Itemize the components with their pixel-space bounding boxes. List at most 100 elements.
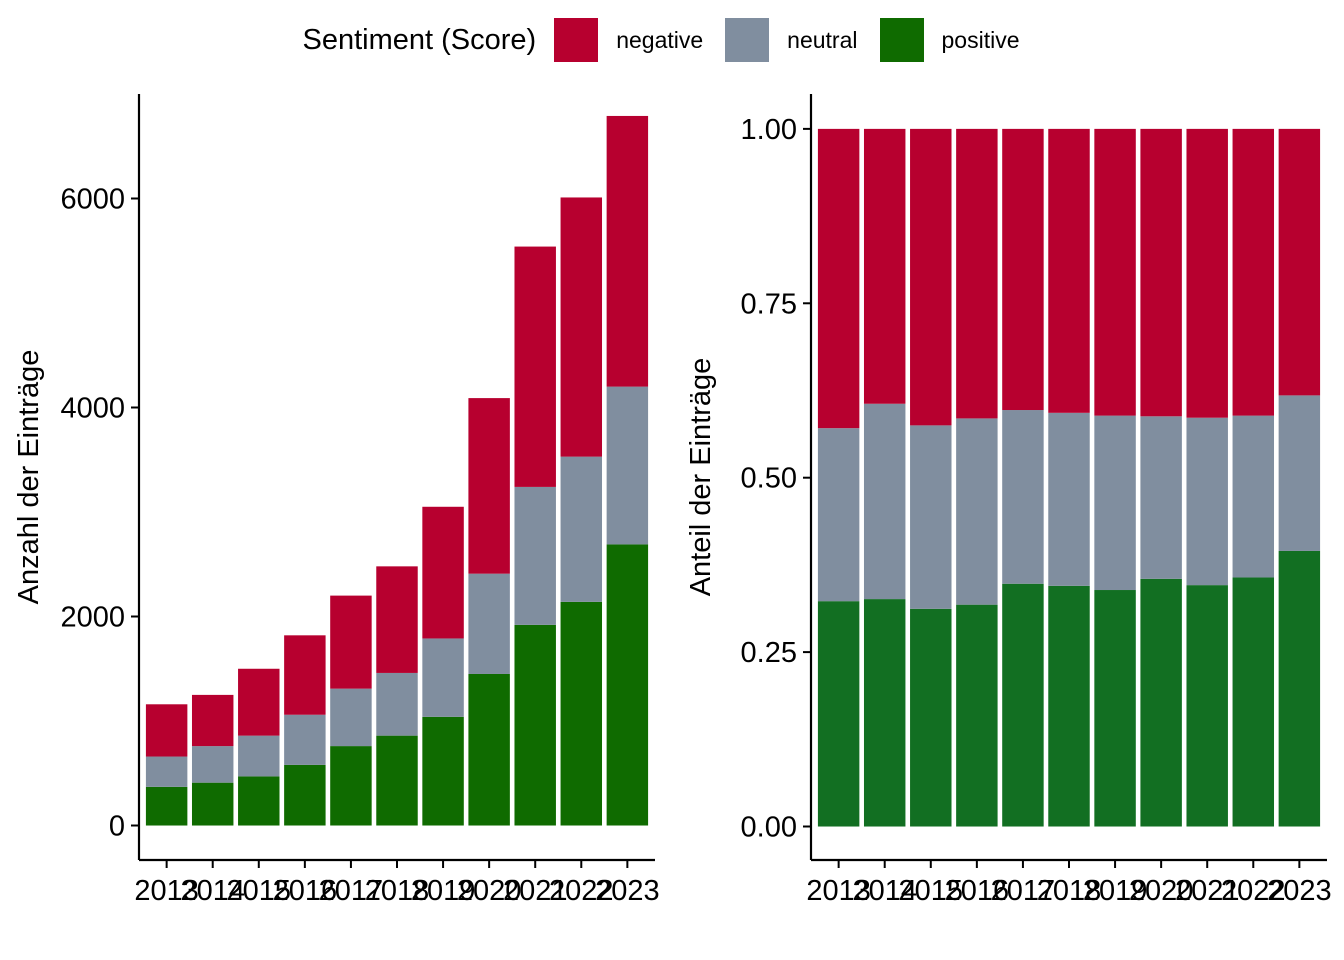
bar-positive-2015 [910, 608, 952, 827]
bar-positive-2014 [863, 599, 906, 827]
bar-neutral-2014 [863, 403, 906, 600]
bar-neutral-2018 [376, 672, 418, 736]
legend-swatch-neutral [725, 18, 770, 62]
bar-neutral-2021 [514, 486, 556, 625]
bar-negative-2019 [1094, 128, 1136, 416]
legend-label-negative: negative [616, 26, 704, 53]
bar-negative-2022 [560, 197, 603, 457]
y-tick-label-0.75: 0.75 [741, 288, 797, 320]
x-tick-label-2021: 2021 [503, 875, 568, 907]
bar-neutral-2017 [1002, 410, 1044, 584]
x-tick-label-2022: 2022 [549, 875, 614, 907]
bar-negative-2021 [514, 246, 556, 487]
bar-negative-2023 [606, 115, 649, 387]
y-tick-label-4000: 4000 [60, 393, 125, 425]
y-tick-label-0.5: 0.50 [741, 463, 797, 495]
x-tick-label-2020: 2020 [1129, 875, 1194, 907]
bar-neutral-2020 [468, 573, 510, 674]
bar-positive-2022 [1232, 577, 1275, 827]
x-tick-label-2019: 2019 [1083, 875, 1148, 907]
bar-negative-2018 [376, 566, 418, 673]
bar-positive-2022 [560, 601, 603, 826]
x-tick-label-2023: 2023 [1267, 875, 1332, 907]
bar-neutral-2023 [1278, 395, 1321, 551]
bar-negative-2017 [330, 595, 372, 689]
legend-swatch-negative [554, 18, 599, 62]
bar-neutral-2018 [1048, 412, 1090, 586]
bar-negative-2017 [1002, 128, 1044, 411]
bar-neutral-2016 [284, 714, 326, 765]
legend-swatch-positive [879, 18, 924, 62]
x-tick-label-2020: 2020 [457, 875, 522, 907]
bar-positive-2023 [606, 544, 649, 826]
bar-neutral-2020 [1140, 416, 1182, 579]
bar-neutral-2013 [817, 428, 860, 602]
legend-item-positive: positive [879, 18, 1020, 62]
bar-neutral-2022 [1232, 415, 1275, 578]
chart-panel-1: 2013201420152016201720182019202020212022… [13, 94, 660, 907]
x-tick-label-2015: 2015 [899, 875, 964, 907]
y-tick-label-1: 1.00 [741, 114, 797, 146]
x-tick-label-2013: 2013 [134, 875, 199, 907]
x-tick-label-2018: 2018 [365, 875, 430, 907]
bar-neutral-2014 [191, 746, 234, 783]
bar-neutral-2021 [1186, 417, 1228, 586]
bar-positive-2014 [191, 782, 234, 826]
bar-positive-2017 [330, 746, 372, 826]
x-tick-label-2022: 2022 [1221, 875, 1286, 907]
bar-negative-2014 [191, 694, 234, 747]
legend: Sentiment (Score) negative neutral posit… [0, 14, 1344, 66]
x-tick-label-2021: 2021 [1175, 875, 1240, 907]
y-tick-label-0.25: 0.25 [741, 637, 797, 669]
bar-negative-2021 [1186, 128, 1228, 418]
x-tick-label-2023: 2023 [595, 875, 660, 907]
x-tick-label-2015: 2015 [227, 875, 292, 907]
legend-label-positive: positive [941, 26, 1020, 53]
bar-negative-2015 [910, 128, 952, 426]
legend-title: Sentiment (Score) [302, 23, 537, 56]
x-tick-label-2013: 2013 [806, 875, 871, 907]
legend-item-negative: negative [554, 18, 703, 62]
legend-label-neutral: neutral [787, 26, 858, 53]
bar-neutral-2017 [330, 688, 372, 747]
bar-positive-2021 [1186, 585, 1228, 827]
x-tick-label-2014: 2014 [180, 875, 245, 907]
bar-negative-2020 [468, 398, 510, 574]
bar-negative-2014 [863, 128, 906, 404]
x-tick-label-2016: 2016 [945, 875, 1010, 907]
y-axis-label: Anzahl der Einträge [13, 350, 45, 605]
bar-neutral-2019 [1094, 415, 1136, 591]
bar-positive-2019 [422, 716, 464, 826]
bar-negative-2019 [422, 506, 464, 639]
bar-positive-2020 [468, 673, 510, 826]
bar-neutral-2022 [560, 456, 603, 602]
bar-positive-2015 [238, 776, 280, 826]
bar-neutral-2015 [910, 425, 952, 609]
bar-positive-2017 [1002, 583, 1044, 827]
bar-negative-2023 [1278, 128, 1321, 396]
y-tick-label-6000: 6000 [60, 184, 125, 216]
bar-neutral-2013 [145, 756, 188, 787]
bar-neutral-2023 [606, 386, 649, 545]
y-tick-label-0: 0.00 [741, 812, 797, 844]
bar-positive-2023 [1278, 550, 1321, 827]
bar-positive-2013 [817, 601, 860, 827]
y-tick-label-0: 0 [109, 811, 125, 843]
bar-neutral-2015 [238, 735, 280, 777]
bar-negative-2016 [956, 128, 998, 419]
bar-negative-2013 [817, 128, 860, 429]
x-tick-label-2018: 2018 [1037, 875, 1102, 907]
bar-neutral-2016 [956, 418, 998, 605]
bar-positive-2018 [1048, 585, 1090, 827]
bar-positive-2021 [514, 624, 556, 826]
bar-positive-2019 [1094, 590, 1136, 827]
y-axis-label: Anteil der Einträge [685, 358, 717, 597]
x-tick-label-2019: 2019 [411, 875, 476, 907]
x-tick-label-2014: 2014 [852, 875, 917, 907]
bar-positive-2016 [284, 764, 326, 826]
legend-item-neutral: neutral [725, 18, 858, 62]
bar-positive-2020 [1140, 578, 1182, 827]
x-tick-label-2016: 2016 [273, 875, 338, 907]
bar-negative-2018 [1048, 128, 1090, 413]
